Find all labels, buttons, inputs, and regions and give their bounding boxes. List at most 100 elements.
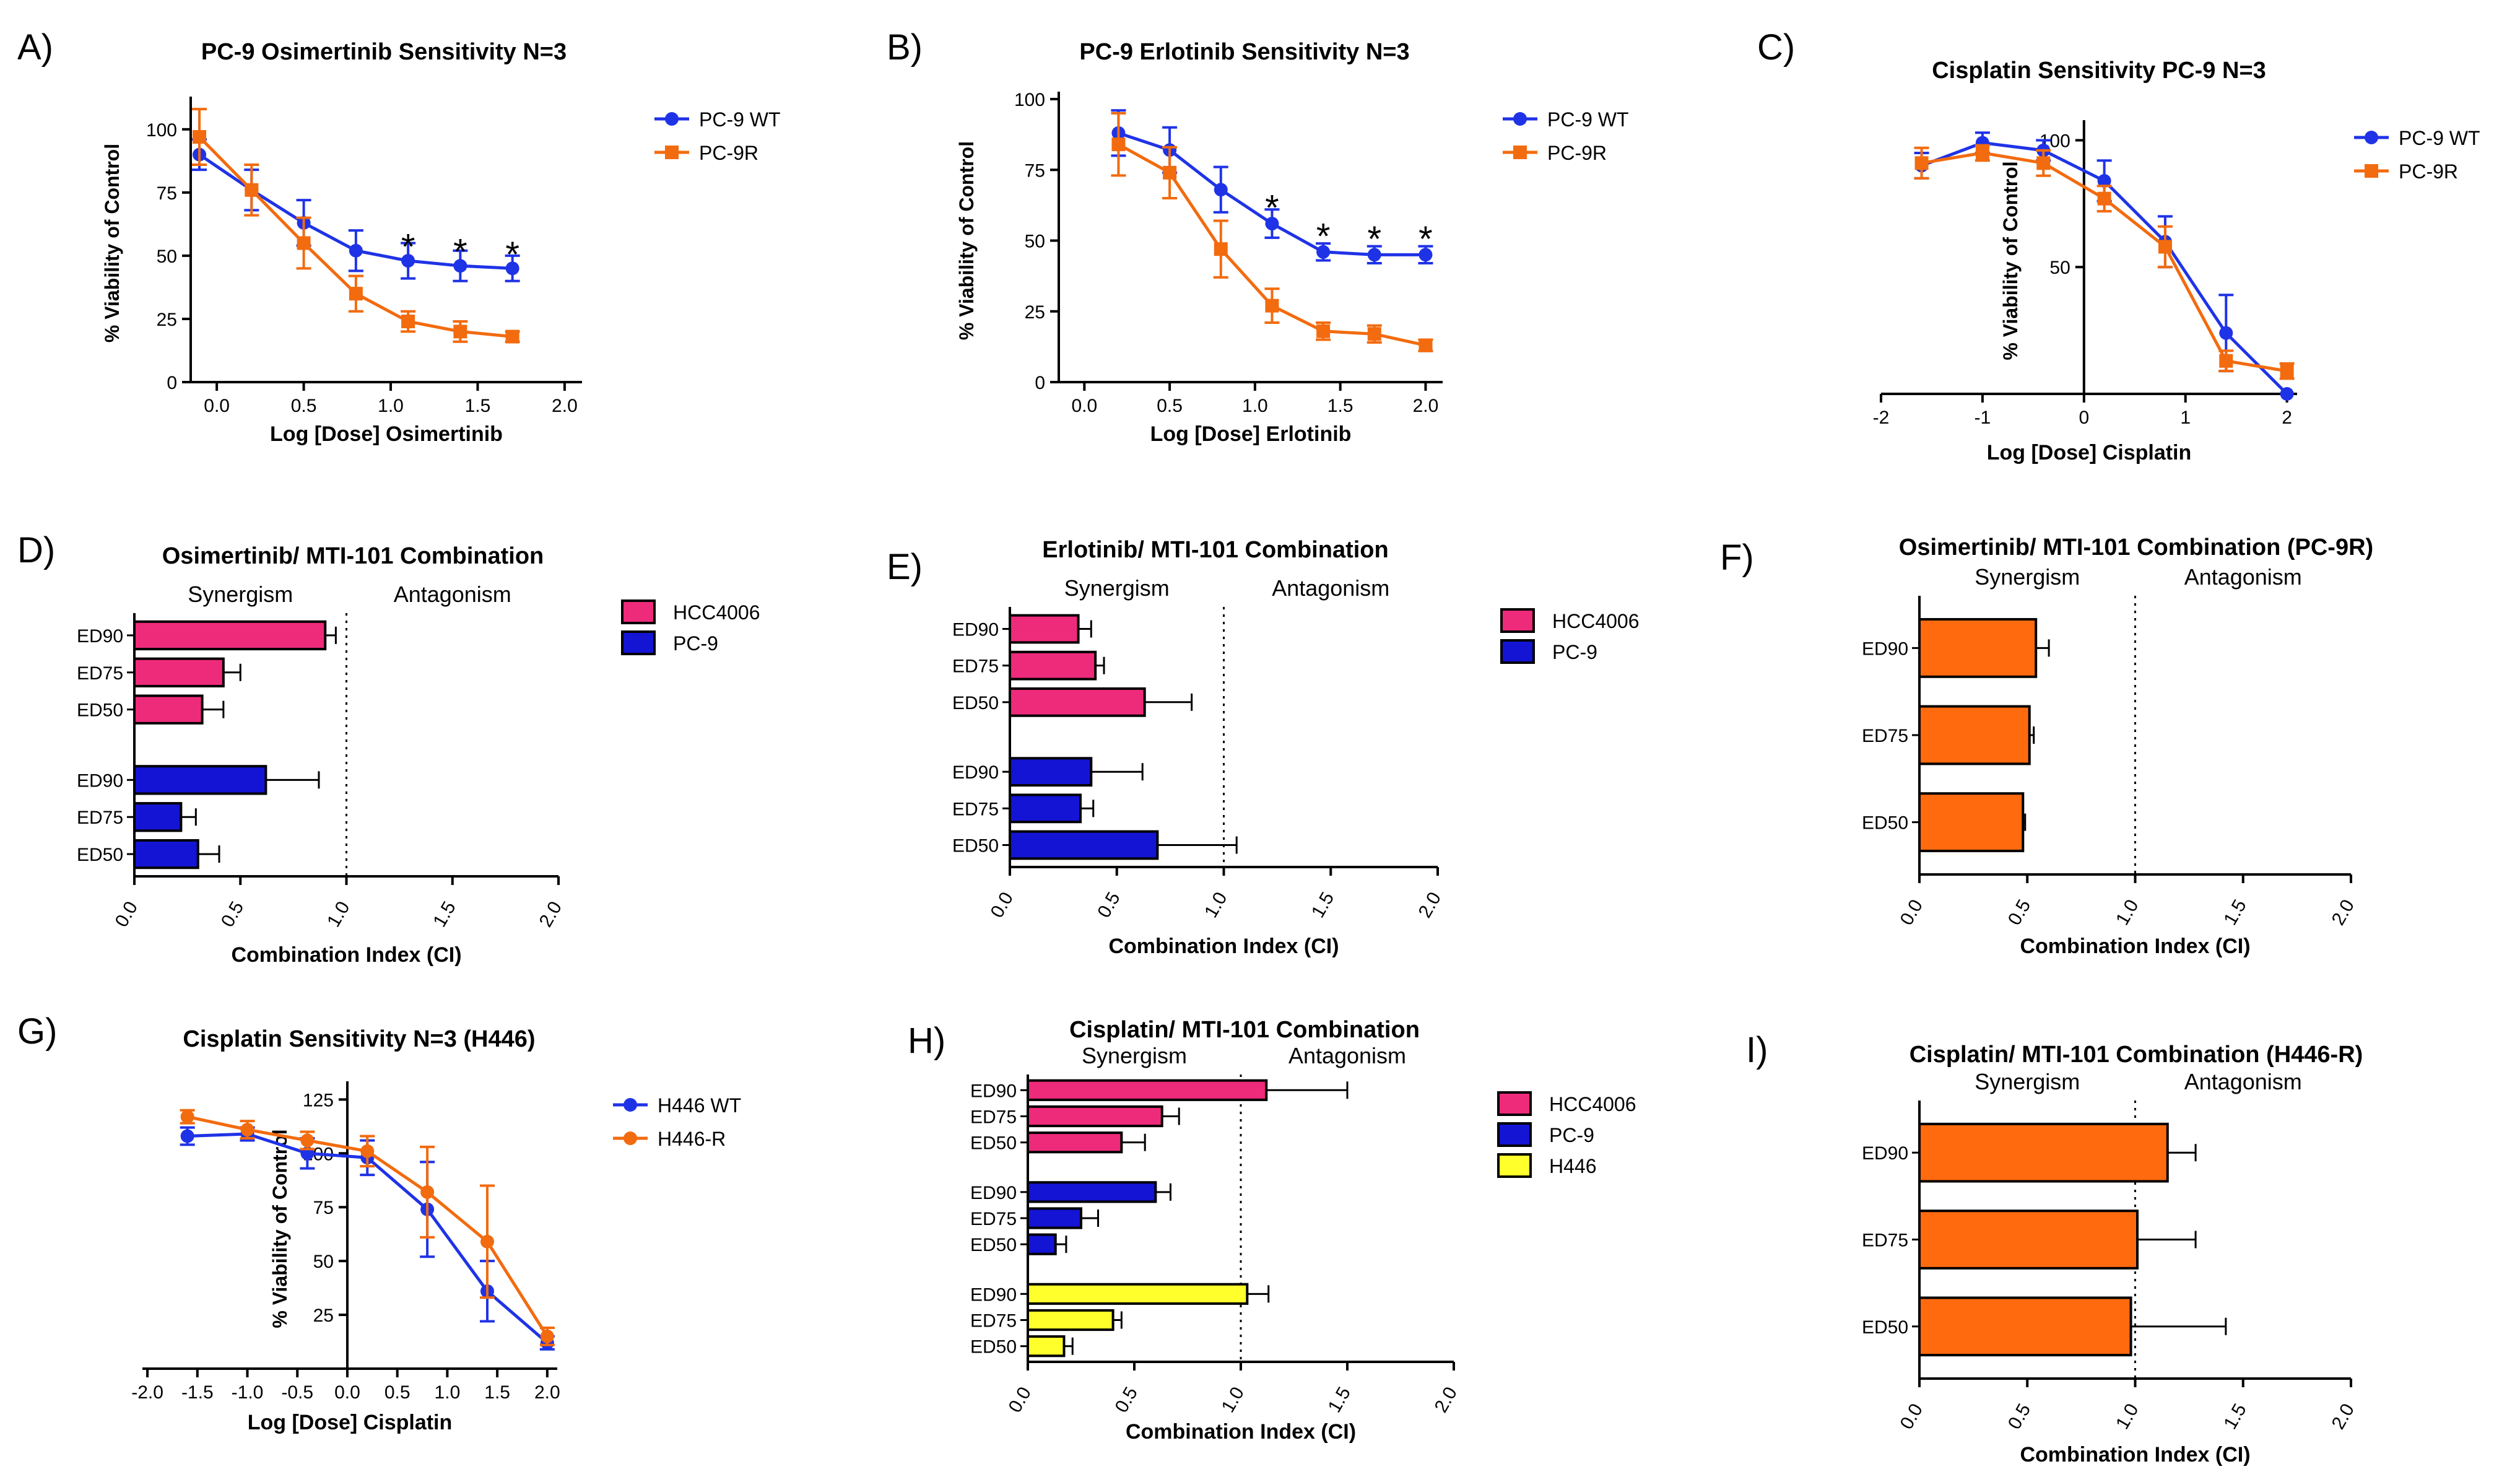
y-axis-label: % Viability of Control <box>269 1129 291 1328</box>
x-tick-label: 1.5 <box>484 1382 510 1403</box>
significance-star: * <box>1316 216 1331 256</box>
data-point <box>1975 146 1989 160</box>
bar-pc-9 <box>1027 1207 1082 1229</box>
data-point <box>1367 327 1381 341</box>
bar-hcc4006 <box>133 657 225 687</box>
legend-marker <box>2365 131 2378 144</box>
y-axis-label: % Viability of Control <box>1999 161 2022 360</box>
data-point <box>2280 364 2294 378</box>
bar-pc-9r <box>1918 792 2025 853</box>
region-label-antagonism: Antagonism <box>1288 1043 1406 1068</box>
series-pc-9r <box>1111 111 1433 352</box>
data-point <box>360 1144 375 1158</box>
x-tick-label: 2.0 <box>534 1382 560 1403</box>
bar-hcc4006 <box>1009 687 1146 717</box>
data-point <box>1316 324 1331 338</box>
data-point <box>1316 245 1331 259</box>
legend-label: PC-9 WT <box>1547 108 1629 131</box>
x-axis-label: Log [Dose] Osimertinib <box>270 422 503 446</box>
x-tick-label: -1 <box>1975 408 1991 428</box>
series-pc-9-wt <box>192 138 520 282</box>
legend-swatch <box>1500 639 1535 664</box>
data-point <box>2158 240 2172 254</box>
x-tick-label: 2.0 <box>1431 1384 1461 1416</box>
category-label: ED75 <box>970 1311 1017 1332</box>
legend-label: H446-R <box>658 1128 726 1150</box>
bar-pc-9 <box>133 839 199 870</box>
category-label: ED75 <box>77 663 123 684</box>
y-tick-label: 75 <box>157 183 177 204</box>
bar-pc-9 <box>1027 1181 1157 1203</box>
category-label: ED90 <box>77 770 123 791</box>
x-tick-label: 1 <box>2180 408 2191 428</box>
x-axis-label: Log [Dose] Cisplatin <box>248 1411 453 1434</box>
legend-label: PC-9 <box>673 632 718 655</box>
bar-pc-9 <box>1009 830 1159 860</box>
bar-h446 <box>1027 1309 1114 1332</box>
bar-hcc4006 <box>133 694 204 725</box>
data-point <box>1914 156 1929 170</box>
category-label: ED90 <box>1862 1143 1908 1164</box>
x-tick-label: 2 <box>2282 408 2292 428</box>
x-tick-label: 1.5 <box>2220 896 2250 929</box>
panel-label: G) <box>17 1011 57 1052</box>
y-tick-label: 75 <box>313 1198 334 1218</box>
legend-label: H446 WT <box>658 1094 741 1117</box>
legend-marker <box>665 112 679 126</box>
category-label: ED50 <box>970 1133 1017 1154</box>
x-tick-label: 1.5 <box>465 396 491 416</box>
x-tick-label: 0.5 <box>1093 889 1124 922</box>
legend-swatch <box>621 599 656 624</box>
bar-pc-9 <box>1027 1233 1057 1255</box>
data-point <box>245 183 259 197</box>
x-tick-label: 0 <box>2079 408 2089 428</box>
panel-I: I) Cisplatin/ MTI-101 Combination (H446-R… <box>1746 1030 2363 1467</box>
x-axis-label: Log [Dose] Cisplatin <box>1987 441 2192 464</box>
x-axis-label: Combination Index (CI) <box>1108 935 1339 958</box>
data-point <box>1367 248 1381 262</box>
panel-C: C) Cisplatin Sensitivity PC-9 N=3 -2 -1 0 1 2 5… <box>1757 27 2480 464</box>
legend-label: PC-9 WT <box>699 108 781 131</box>
x-tick-label: 1.5 <box>429 898 459 931</box>
category-label: ED50 <box>77 845 123 865</box>
bar-pc-9r <box>1918 705 2031 765</box>
y-tick-label: 25 <box>1025 302 1045 323</box>
chart-title: Cisplatin/ MTI-101 Combination (H446-R) <box>1910 1042 2363 1068</box>
data-point <box>453 259 467 273</box>
region-label-synergism: Synergism <box>188 582 293 607</box>
data-point <box>349 243 363 258</box>
bar-pc-9 <box>1009 757 1093 787</box>
x-tick-label: 2.0 <box>1413 396 1439 416</box>
bar-h446 <box>1027 1335 1066 1358</box>
data-point <box>349 287 363 301</box>
data-point <box>2036 156 2051 170</box>
legend-label: PC-9 WT <box>2399 127 2480 149</box>
x-tick-label: 0.5 <box>1111 1384 1142 1416</box>
x-tick-label: 1.5 <box>1327 396 1353 416</box>
data-point <box>1419 248 1433 262</box>
y-axis-label: % Viability of Control <box>955 141 978 340</box>
data-point <box>420 1185 435 1199</box>
legend-label: PC-9 <box>1552 641 1597 663</box>
y-tick-label: 50 <box>1025 232 1045 252</box>
bar-hcc4006 <box>133 620 327 651</box>
x-tick-label: 2.0 <box>2328 1400 2358 1433</box>
bar-hcc4006 <box>1027 1131 1123 1154</box>
category-label: ED90 <box>1862 639 1908 659</box>
y-tick-label: 0 <box>1035 373 1045 393</box>
region-label-synergism: Synergism <box>1975 564 2080 590</box>
y-tick-label: 50 <box>157 246 177 267</box>
x-tick-label: 0.0 <box>111 898 142 931</box>
chart-title: Cisplatin/ MTI-101 Combination <box>1069 1017 1420 1043</box>
series-pc-9r <box>1914 144 2295 380</box>
x-axis-label: Combination Index (CI) <box>231 943 461 967</box>
x-tick-label: 1.0 <box>1201 889 1231 922</box>
bar-h446 <box>1027 1283 1249 1305</box>
data-point <box>193 130 207 144</box>
y-tick-label: 25 <box>157 310 177 330</box>
x-tick-label: 0.5 <box>217 898 248 931</box>
x-tick-label: 1.0 <box>1242 396 1268 416</box>
legend-swatch <box>1497 1122 1532 1147</box>
legend-marker <box>1513 146 1527 159</box>
data-point <box>480 1234 494 1249</box>
